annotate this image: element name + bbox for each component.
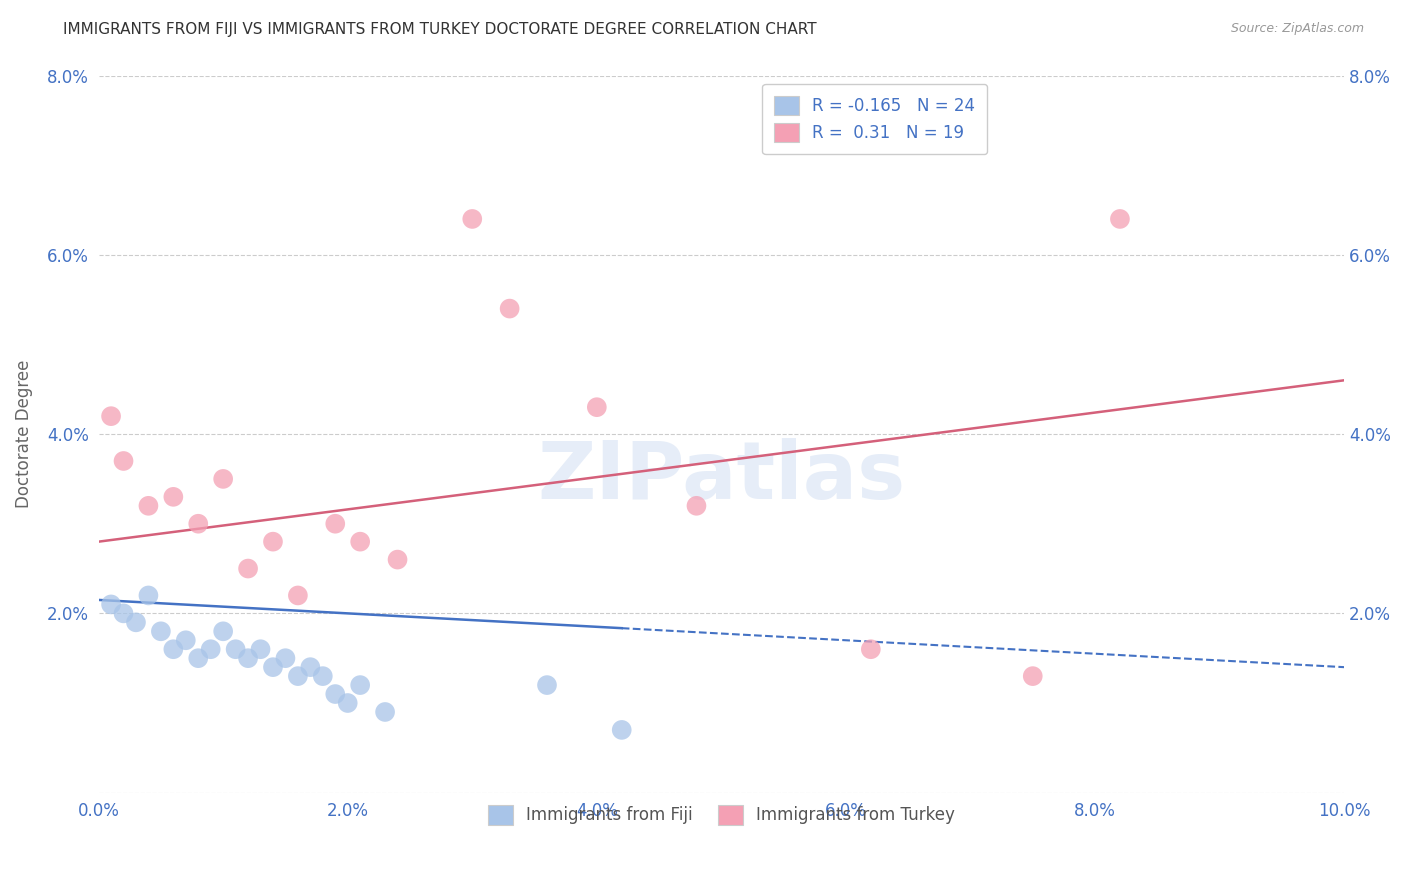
Point bbox=[336, 696, 359, 710]
Text: IMMIGRANTS FROM FIJI VS IMMIGRANTS FROM TURKEY DOCTORATE DEGREE CORRELATION CHAR: IMMIGRANTS FROM FIJI VS IMMIGRANTS FROM … bbox=[63, 22, 817, 37]
Point bbox=[287, 669, 309, 683]
Point bbox=[585, 400, 607, 414]
Point bbox=[323, 516, 346, 531]
Point bbox=[125, 615, 148, 630]
Point bbox=[112, 607, 135, 621]
Point bbox=[138, 589, 160, 603]
Point bbox=[200, 642, 222, 657]
Point bbox=[187, 516, 209, 531]
Point bbox=[225, 642, 247, 657]
Point bbox=[187, 651, 209, 665]
Point bbox=[387, 552, 409, 566]
Point bbox=[312, 669, 335, 683]
Point bbox=[859, 642, 882, 657]
Point bbox=[274, 651, 297, 665]
Point bbox=[287, 589, 309, 603]
Point bbox=[461, 211, 484, 226]
Y-axis label: Doctorate Degree: Doctorate Degree bbox=[15, 359, 32, 508]
Point bbox=[349, 534, 371, 549]
Point bbox=[262, 660, 284, 674]
Point bbox=[212, 472, 235, 486]
Point bbox=[138, 499, 160, 513]
Point bbox=[685, 499, 707, 513]
Point bbox=[498, 301, 520, 316]
Point bbox=[1022, 669, 1045, 683]
Point bbox=[249, 642, 271, 657]
Point bbox=[162, 642, 184, 657]
Point bbox=[236, 561, 259, 575]
Point bbox=[349, 678, 371, 692]
Point bbox=[374, 705, 396, 719]
Point bbox=[112, 454, 135, 468]
Point bbox=[212, 624, 235, 639]
Text: Source: ZipAtlas.com: Source: ZipAtlas.com bbox=[1230, 22, 1364, 36]
Point bbox=[610, 723, 633, 737]
Point bbox=[1109, 211, 1132, 226]
Point bbox=[236, 651, 259, 665]
Point bbox=[162, 490, 184, 504]
Legend: Immigrants from Fiji, Immigrants from Turkey: Immigrants from Fiji, Immigrants from Tu… bbox=[478, 796, 965, 835]
Point bbox=[323, 687, 346, 701]
Point bbox=[262, 534, 284, 549]
Point bbox=[100, 409, 122, 424]
Point bbox=[299, 660, 322, 674]
Point bbox=[174, 633, 197, 648]
Point bbox=[100, 598, 122, 612]
Point bbox=[149, 624, 172, 639]
Text: ZIPatlas: ZIPatlas bbox=[537, 438, 905, 516]
Point bbox=[536, 678, 558, 692]
